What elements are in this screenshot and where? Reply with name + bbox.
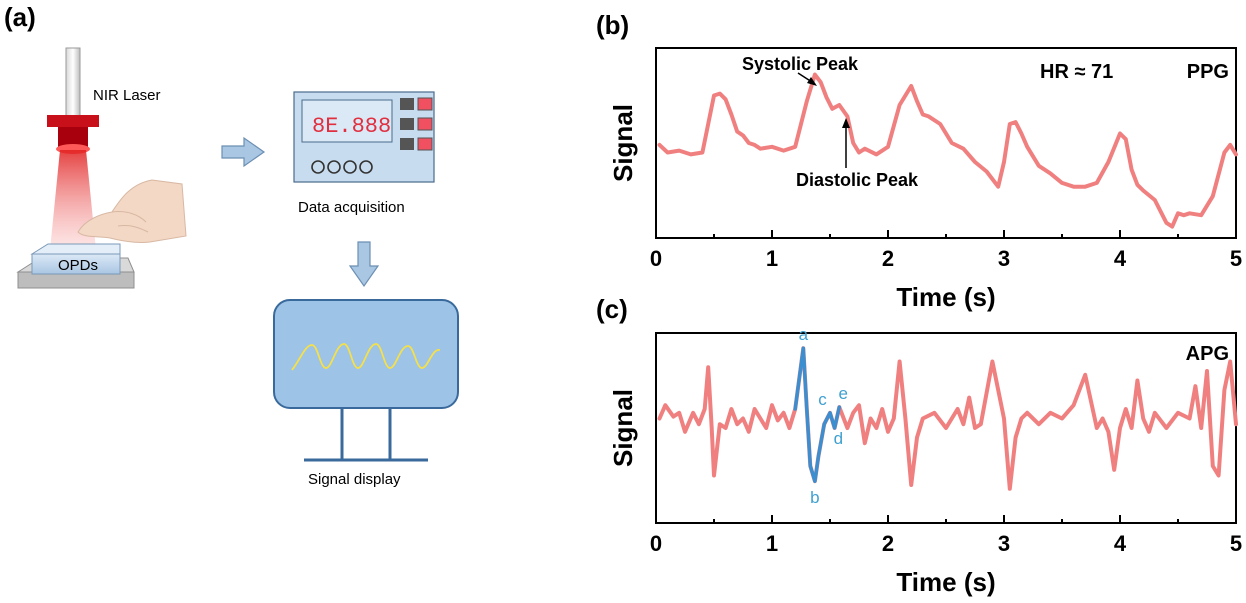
- data-acquisition-device: 8E.888: [293, 91, 435, 183]
- daq-label: Data acquisition: [298, 199, 405, 216]
- panel-a: (a) NIR Laser OPDs: [4, 2, 459, 488]
- apg-highlight-segment: [793, 346, 842, 483]
- diastolic-peak-label: Diastolic Peak: [796, 170, 919, 190]
- ppg-plot-frame: [655, 47, 1237, 239]
- apg-title: APG: [1186, 343, 1229, 365]
- heart-rate-annotation: HR ≈ 71: [1040, 61, 1113, 83]
- apg-x-tick-label: 4: [1114, 531, 1127, 556]
- ppg-x-axis: 0 1 2 3 4 5: [650, 230, 1242, 271]
- apg-x-tick-label: 2: [882, 531, 894, 556]
- apg-x-tick-label: 0: [650, 531, 662, 556]
- ppg-x-tick-label: 0: [650, 246, 662, 271]
- ppg-x-tick-label: 2: [882, 246, 894, 271]
- ppg-series-line: [657, 72, 1238, 229]
- laser-head-top: [47, 115, 99, 127]
- apg-point-label-a: a: [799, 325, 809, 344]
- systolic-peak-label: Systolic Peak: [742, 54, 859, 74]
- laser-head-body: [58, 127, 88, 147]
- opd-device-illustration: [16, 243, 135, 289]
- apg-point-label-c: c: [818, 390, 827, 409]
- apg-chart: (c) 0 1 2 3 4 5 a b c d e Time (s) Signal APG: [596, 294, 1242, 597]
- monitor-waveform: [291, 343, 441, 371]
- ppg-chart: (b) 0 1 2 3 4 5 Time (s) Signal PPG HR ≈ 71 S…: [596, 10, 1242, 312]
- systolic-arrowhead: [807, 77, 817, 86]
- apg-point-labels: a b c d e: [799, 325, 848, 507]
- panel-a-label: (a): [4, 2, 36, 32]
- laser-label: NIR Laser: [93, 87, 161, 104]
- apg-x-tick-label: 3: [998, 531, 1010, 556]
- ppg-title: PPG: [1187, 61, 1229, 83]
- laser-rod: [65, 47, 81, 117]
- apg-x-tick-label: 1: [766, 531, 778, 556]
- apg-x-axis-title: Time (s): [896, 567, 995, 597]
- signal-display-monitor: [273, 299, 459, 462]
- panel-c-label: (c): [596, 294, 628, 324]
- apg-point-label-e: e: [839, 384, 848, 403]
- apg-x-axis: 0 1 2 3 4 5: [650, 515, 1242, 556]
- ppg-x-tick-label: 1: [766, 246, 778, 271]
- ppg-x-axis-title: Time (s): [896, 282, 995, 312]
- finger-icon: [77, 179, 187, 243]
- panel-b-label: (b): [596, 10, 629, 40]
- ppg-y-axis-title: Signal: [608, 104, 638, 182]
- ppg-x-tick-label: 4: [1114, 246, 1127, 271]
- apg-x-tick-label: 5: [1230, 531, 1242, 556]
- apg-point-label-b: b: [810, 488, 819, 507]
- ppg-x-tick-label: 3: [998, 246, 1010, 271]
- opd-label: OPDs: [58, 257, 98, 274]
- apg-y-axis-title: Signal: [608, 389, 638, 467]
- diastolic-arrowhead: [842, 118, 850, 128]
- arrow-down-icon: [348, 241, 380, 288]
- ppg-x-tick-label: 5: [1230, 246, 1242, 271]
- display-label: Signal display: [308, 471, 401, 488]
- apg-series-line: [657, 346, 1238, 491]
- daq-display-readout: 8E.888: [312, 114, 391, 139]
- apg-point-label-d: d: [834, 429, 843, 448]
- arrow-right-icon: [221, 136, 266, 168]
